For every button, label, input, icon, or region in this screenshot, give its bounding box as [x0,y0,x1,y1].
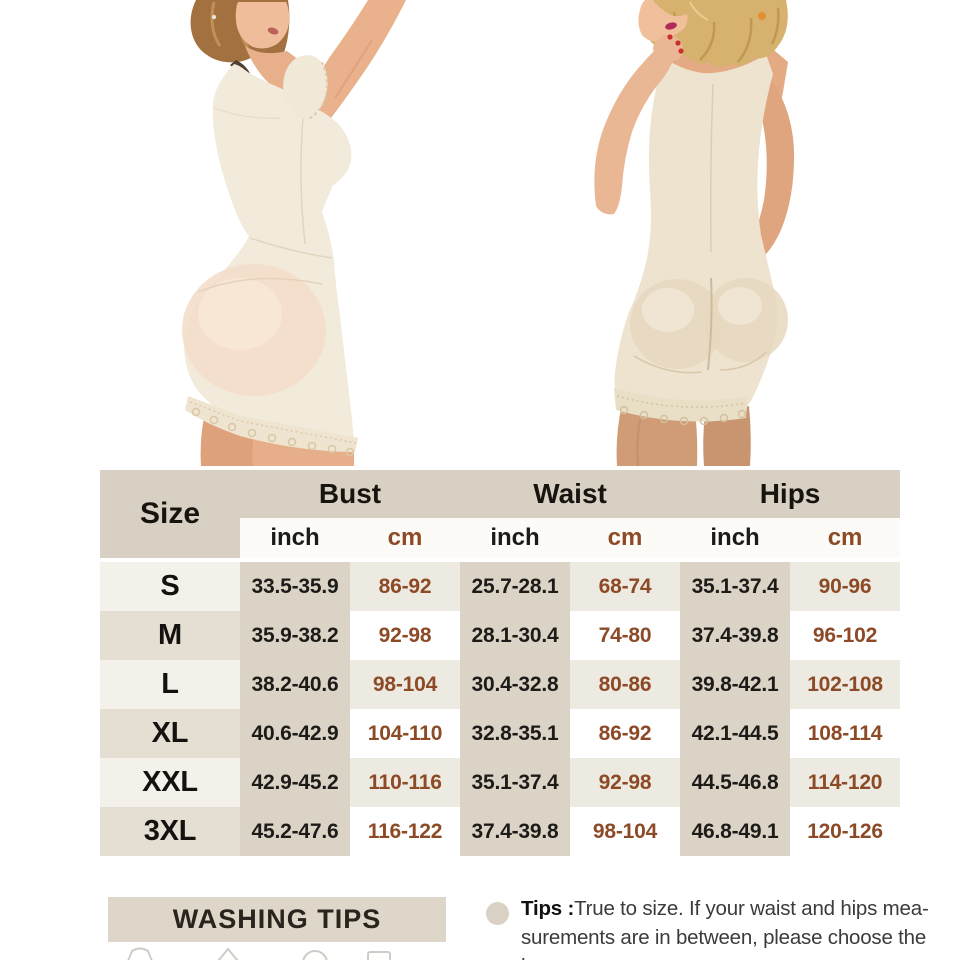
bust-inch-value: 45.2-47.6 [240,807,350,856]
unit-header-inch: inch [460,518,571,562]
size-label: L [100,660,240,709]
waist-cm-value: 68-74 [570,560,681,611]
size-label: S [100,560,240,611]
waist-inch-value: 35.1-37.4 [460,758,571,807]
bust-inch-value: 33.5-35.9 [240,560,350,611]
waist-inch-value: 28.1-30.4 [460,611,571,660]
bust-cm-value: 86-92 [350,560,461,611]
hips-cm-value: 108-114 [790,709,901,758]
unit-header-cm: cm [350,518,461,562]
bust-cm-value: 98-104 [350,660,461,709]
bust-inch-value: 35.9-38.2 [240,611,350,660]
size-column-header: Size [100,470,240,562]
bust-cm-value: 92-98 [350,611,461,660]
hips-inch-value: 39.8-42.1 [680,660,791,709]
col-header-hips: Hips [680,470,901,518]
hips-inch-value: 37.4-39.8 [680,611,791,660]
hips-inch-value: 44.5-46.8 [680,758,791,807]
size-label: 3XL [100,807,240,856]
hips-cm-value: 102-108 [790,660,901,709]
tips-line: large one. [521,952,953,960]
hips-inch-value: 46.8-49.1 [680,807,791,856]
earring-dot [758,12,766,20]
col-header-bust: Bust [240,470,461,518]
unit-header-inch: inch [680,518,791,562]
unit-header-cm: cm [790,518,901,562]
hips-cm-value: 96-102 [790,611,901,660]
tips-line: surements are in between, please choose … [521,926,927,949]
size-row-xl: XL 40.6-42.9 104-110 32.8-35.1 86-92 42.… [100,709,901,758]
waist-cm-value: 98-104 [570,807,681,856]
size-row-m: M 35.9-38.2 92-98 28.1-30.4 74-80 37.4-3… [100,611,901,660]
size-row-3xl: 3XL 45.2-47.6 116-122 37.4-39.8 98-104 4… [100,807,901,856]
size-label: M [100,611,240,660]
hips-inch-value: 42.1-44.5 [680,709,791,758]
waist-inch-value: 37.4-39.8 [460,807,571,856]
size-label: XL [100,709,240,758]
waist-cm-value: 86-92 [570,709,681,758]
bust-cm-value: 104-110 [350,709,461,758]
iron-icon [367,951,391,960]
size-label: XXL [100,758,240,807]
hips-cm-value: 114-120 [790,758,901,807]
waist-inch-value: 25.7-28.1 [460,560,571,611]
tips-line: Tips :True to size. If your waist and hi… [521,894,953,923]
product-photo-canvas [182,0,795,467]
bust-inch-value: 42.9-45.2 [240,758,350,807]
product-photos [0,0,960,470]
bleach-icon [217,947,239,960]
washing-care-icons [127,947,391,960]
bust-cm-value: 110-116 [350,758,461,807]
tips-line-rest: True to size. If your waist and hips mea… [574,897,929,920]
wash-icon [127,947,153,960]
photo-side-view [182,0,406,466]
waist-cm-value: 80-86 [570,660,681,709]
unit-header-inch: inch [240,518,350,562]
washing-tips-header: WASHING TIPS [108,897,446,942]
size-row-s: S 33.5-35.9 86-92 25.7-28.1 68-74 35.1-3… [100,560,901,611]
washing-tips-title: WASHING TIPS [172,904,382,934]
hips-cm-value: 120-126 [790,807,901,856]
bust-inch-value: 38.2-40.6 [240,660,350,709]
tips-label: Tips : [521,897,575,920]
col-header-waist: Waist [460,470,681,518]
waist-inch-value: 32.8-35.1 [460,709,571,758]
waist-cm-value: 74-80 [570,611,681,660]
size-chart-table: Size Bust Waist Hips inch cm inch cm inc… [100,470,901,856]
dry-icon [302,950,328,960]
hips-cm-value: 90-96 [790,560,901,611]
size-row-xxl: XXL 42.9-45.2 110-116 35.1-37.4 92-98 44… [100,758,901,807]
waist-cm-value: 92-98 [570,758,681,807]
tips-bullet-icon [486,902,509,925]
waist-inch-value: 30.4-32.8 [460,660,571,709]
unit-header-cm: cm [570,518,681,562]
photo-back-view [594,0,795,467]
hips-inch-value: 35.1-37.4 [680,560,791,611]
size-row-l: L 38.2-40.6 98-104 30.4-32.8 80-86 39.8-… [100,660,901,709]
tips-text: Tips :True to size. If your waist and hi… [521,894,953,960]
bust-cm-value: 116-122 [350,807,461,856]
bust-inch-value: 40.6-42.9 [240,709,350,758]
